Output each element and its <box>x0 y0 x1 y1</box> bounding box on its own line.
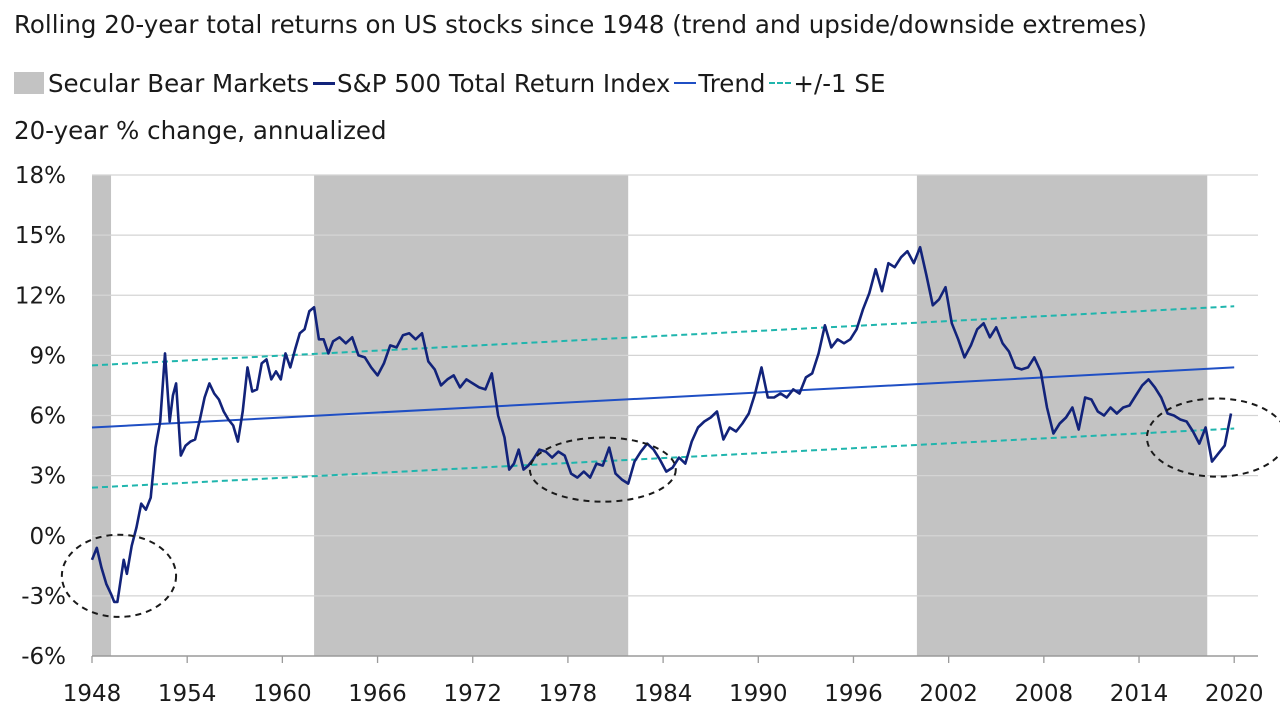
legend-swatch-sp <box>313 81 336 85</box>
y-tick-label: 6% <box>30 404 67 430</box>
annotation-circle-1 <box>60 533 178 618</box>
y-tick-label: 3% <box>30 464 67 490</box>
annotation-circle-2 <box>528 436 677 503</box>
y-tick-label: -3% <box>21 584 66 610</box>
y-tick-label: -6% <box>21 644 66 670</box>
y-tick-label: 9% <box>30 343 67 369</box>
y-tick-label: 15% <box>15 223 66 249</box>
y-tick-label: 18% <box>15 163 66 189</box>
y-axis-label: 20-year % change, annualized <box>14 116 387 145</box>
legend-swatch-bear <box>14 72 44 94</box>
lower-se-line <box>91 427 1235 489</box>
sp500-series-line <box>90 245 1233 604</box>
upper-se-line <box>91 305 1235 367</box>
x-tick-label: 2014 <box>1110 681 1169 707</box>
x-tick-label: 1966 <box>348 681 407 707</box>
legend-item-sp: S&P 500 Total Return Index <box>313 69 670 98</box>
x-tick-label: 2020 <box>1205 681 1264 707</box>
x-tick-label: 1978 <box>539 681 598 707</box>
y-tick-label: 0% <box>30 524 67 550</box>
legend-item-bear: Secular Bear Markets <box>14 69 309 98</box>
trend-line <box>91 366 1235 429</box>
x-tick-label: 2002 <box>919 681 978 707</box>
y-tick-label: 12% <box>15 283 66 309</box>
legend-label-trend: Trend <box>698 68 766 98</box>
chart-title: Rolling 20-year total returns on US stoc… <box>14 10 1147 39</box>
legend-item-trend: Trend <box>674 69 765 98</box>
legend-label-bear: Secular Bear Markets <box>48 68 310 98</box>
x-tick-label: 2008 <box>1015 681 1074 707</box>
legend-label-se: +/-1 SE <box>793 68 886 98</box>
x-tick-label: 1996 <box>824 681 883 707</box>
legend-label-sp: S&P 500 Total Return Index <box>337 68 671 98</box>
x-tick-label: 1960 <box>253 681 312 707</box>
legend-swatch-trend <box>674 82 697 84</box>
legend-item-se: +/-1 SE <box>769 69 885 98</box>
legend: Secular Bear Markets S&P 500 Total Retur… <box>14 66 889 100</box>
legend-swatch-se <box>769 82 792 84</box>
x-tick-label: 1948 <box>63 681 122 707</box>
x-tick-label: 1972 <box>443 681 502 707</box>
x-tick-label: 1954 <box>158 681 217 707</box>
x-tick-label: 1984 <box>634 681 693 707</box>
x-tick-label: 1990 <box>729 681 788 707</box>
